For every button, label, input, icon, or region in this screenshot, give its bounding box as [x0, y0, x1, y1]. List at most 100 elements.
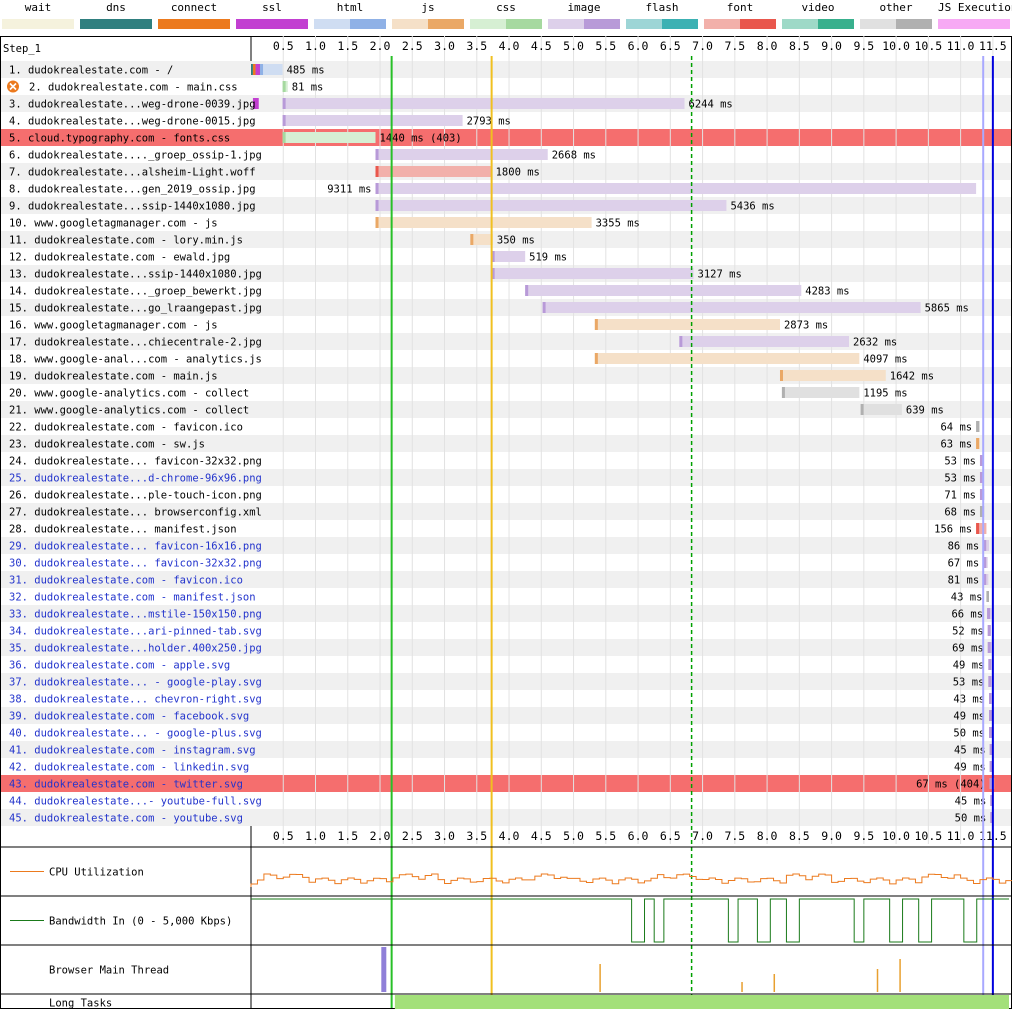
request-label: 7. dudokrealestate...alsheim-Light.woff	[9, 167, 256, 179]
request-bar-download	[375, 217, 379, 228]
request-label: 16. www.googletagmanager.com - js	[9, 320, 218, 332]
request-label: 44. dudokrealestate...- youtube-full.svg	[9, 796, 262, 808]
x-tick-label: 5.5	[595, 39, 616, 53]
row-background	[1, 486, 1011, 503]
x-tick-label: 4.5	[531, 829, 552, 843]
request-time: 86 ms	[948, 541, 980, 553]
request-bar-download	[282, 115, 286, 126]
request-label: 39. dudokrealestate.com - facebook.svg	[9, 711, 249, 723]
x-tick-label: 0.5	[273, 39, 294, 53]
legend-label: ssl	[262, 1, 282, 14]
request-time: 49 ms	[954, 762, 986, 774]
ssl-segment	[255, 64, 261, 75]
legend-label: css	[496, 1, 516, 14]
request-label: 23. dudokrealestate.com - sw.js	[9, 439, 205, 451]
request-label: 41. dudokrealestate.com - instagram.svg	[9, 745, 256, 757]
request-time: 1642 ms	[890, 371, 934, 383]
x-tick-label: 11.0	[947, 39, 975, 53]
main-thread-activity	[381, 947, 387, 992]
request-bar-download	[988, 659, 992, 670]
panel-label: Long Tasks	[49, 998, 112, 1009]
request-bar-download	[987, 625, 991, 636]
x-tick-label: 9.5	[853, 829, 874, 843]
request-bar-download	[987, 608, 991, 619]
x-tick-label: 2.0	[370, 39, 391, 53]
legend-label: wait	[24, 1, 52, 14]
request-time: 9311 ms	[327, 184, 371, 196]
row-background	[1, 554, 1011, 571]
x-tick-label: 10.5	[915, 39, 943, 53]
request-label: 33. dudokrealestate...mstile-150x150.png	[9, 609, 262, 621]
request-bar-download	[989, 710, 993, 721]
legend-label: html	[336, 1, 364, 14]
request-label: 2. dudokrealestate.com - main.css	[29, 82, 238, 94]
request-time: 485 ms	[287, 65, 325, 77]
request-bar-download	[542, 302, 546, 313]
legend-item-html: html	[314, 0, 386, 34]
main-thread-js-spike	[899, 959, 901, 992]
request-bar-download	[979, 506, 983, 517]
request-label: 26. dudokrealestate...ple-touch-icon.png	[9, 490, 262, 502]
request-bar-download	[976, 421, 980, 432]
legend-label: font	[726, 1, 754, 14]
request-bar	[491, 251, 526, 262]
request-bar-download	[976, 438, 980, 449]
row-background	[1, 673, 1011, 690]
row-background	[1, 520, 1011, 537]
request-label: 14. dudokrealestate..._groep_bewerkt.jpg	[9, 286, 262, 298]
x-tick-label: 6.5	[660, 829, 681, 843]
x-tick-label: 6.0	[628, 829, 649, 843]
legend-item-js: js	[392, 0, 464, 34]
request-time: 81 ms	[948, 575, 980, 587]
row-background	[1, 741, 1011, 758]
request-time: 49 ms	[953, 660, 985, 672]
x-tick-label: 11.0	[947, 829, 975, 843]
x-tick-label: 8.5	[789, 39, 810, 53]
request-time: 3127 ms	[698, 269, 742, 281]
request-bar	[594, 319, 780, 330]
legend-label: dns	[106, 1, 126, 14]
request-bar-download	[491, 268, 495, 279]
x-tick-label: 2.0	[370, 829, 391, 843]
row-background	[1, 537, 1011, 554]
request-time: 350 ms	[497, 235, 535, 247]
request-bar	[375, 149, 548, 160]
row-background	[1, 792, 1011, 809]
request-time: 68 ms	[944, 507, 976, 519]
x-tick-label: 11.5	[979, 39, 1007, 53]
request-label: 12. dudokrealestate.com - ewald.jpg	[9, 252, 230, 264]
row-background	[1, 78, 1011, 95]
request-time: 45 ms	[955, 796, 987, 808]
legend-swatch	[626, 19, 698, 29]
x-tick-label: 8.0	[757, 39, 778, 53]
request-bar-download	[491, 251, 495, 262]
request-bar	[375, 217, 592, 228]
request-bar	[260, 64, 283, 75]
row-background	[1, 809, 1011, 826]
row-background	[1, 707, 1011, 724]
x-tick-label: 3.5	[466, 829, 487, 843]
row-background	[1, 639, 1011, 656]
request-label: 31. dudokrealestate.com - favicon.ico	[9, 575, 243, 587]
request-bar	[375, 166, 492, 177]
x-tick-label: 0.5	[273, 829, 294, 843]
legend-label: other	[879, 1, 913, 14]
request-label: 29. dudokrealestate... favicon-16x16.png	[9, 541, 262, 553]
request-time: 156 ms	[934, 524, 972, 536]
request-bar-download	[989, 727, 993, 738]
request-label: 10. www.googletagmanager.com - js	[9, 218, 218, 230]
request-time: 6244 ms	[689, 99, 733, 111]
request-bar-download	[282, 81, 286, 92]
request-label: 45. dudokrealestate.com - youtube.svg	[9, 813, 243, 825]
request-time: 2632 ms	[853, 337, 897, 349]
request-bar-download	[594, 353, 598, 364]
request-bar-download	[983, 574, 987, 585]
request-time: 53 ms	[944, 473, 976, 485]
request-time: 67 ms (404)	[916, 779, 986, 791]
x-tick-label: 5.0	[563, 829, 584, 843]
request-bar	[470, 234, 493, 245]
request-bar-download	[594, 319, 598, 330]
request-label: 8. dudokrealestate...gen_2019_ossip.jpg	[9, 184, 256, 196]
request-time: 2873 ms	[784, 320, 828, 332]
request-label: 18. www.google-anal...com - analytics.js	[9, 354, 262, 366]
